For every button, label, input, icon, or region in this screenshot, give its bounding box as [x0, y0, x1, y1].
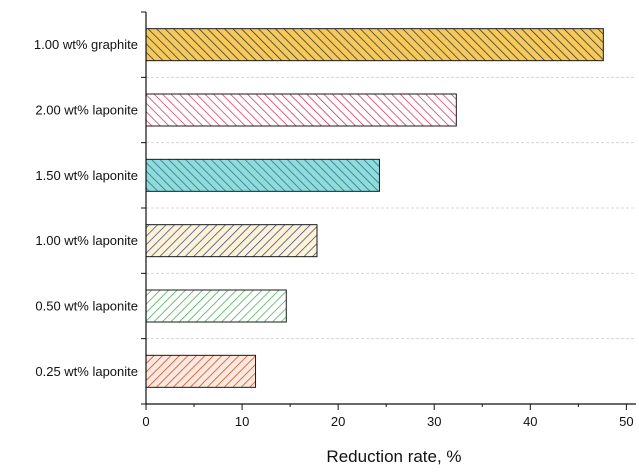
- y-tick-label: 0.50 wt% laponite: [35, 299, 138, 314]
- x-tick-label: 10: [235, 414, 249, 429]
- y-tick-label: 1.00 wt% graphite: [34, 37, 138, 52]
- bar-5: [145, 354, 257, 388]
- bar-4: [145, 289, 287, 323]
- bar-0: [145, 28, 604, 62]
- axes: [141, 11, 636, 410]
- grid-lines: [146, 76, 636, 340]
- y-tick-label: 1.00 wt% laponite: [35, 233, 138, 248]
- x-tick-label: 40: [523, 414, 537, 429]
- x-tick-label: 0: [142, 414, 149, 429]
- y-tick-label: 1.50 wt% laponite: [35, 168, 138, 183]
- y-tick-label: 0.25 wt% laponite: [35, 364, 138, 379]
- bar-2: [145, 158, 380, 192]
- x-axis-label: Reduction rate, %: [326, 447, 461, 466]
- bar-1: [145, 93, 457, 127]
- bars: [145, 28, 604, 388]
- x-tick-label: 50: [619, 414, 633, 429]
- y-tick-label: 2.00 wt% laponite: [35, 103, 138, 118]
- x-tick-label: 30: [427, 414, 441, 429]
- x-tick-label: 20: [331, 414, 345, 429]
- bar-3: [145, 224, 318, 258]
- labels: 1.00 wt% graphite 2.00 wt% laponite 1.50 w…: [34, 37, 634, 429]
